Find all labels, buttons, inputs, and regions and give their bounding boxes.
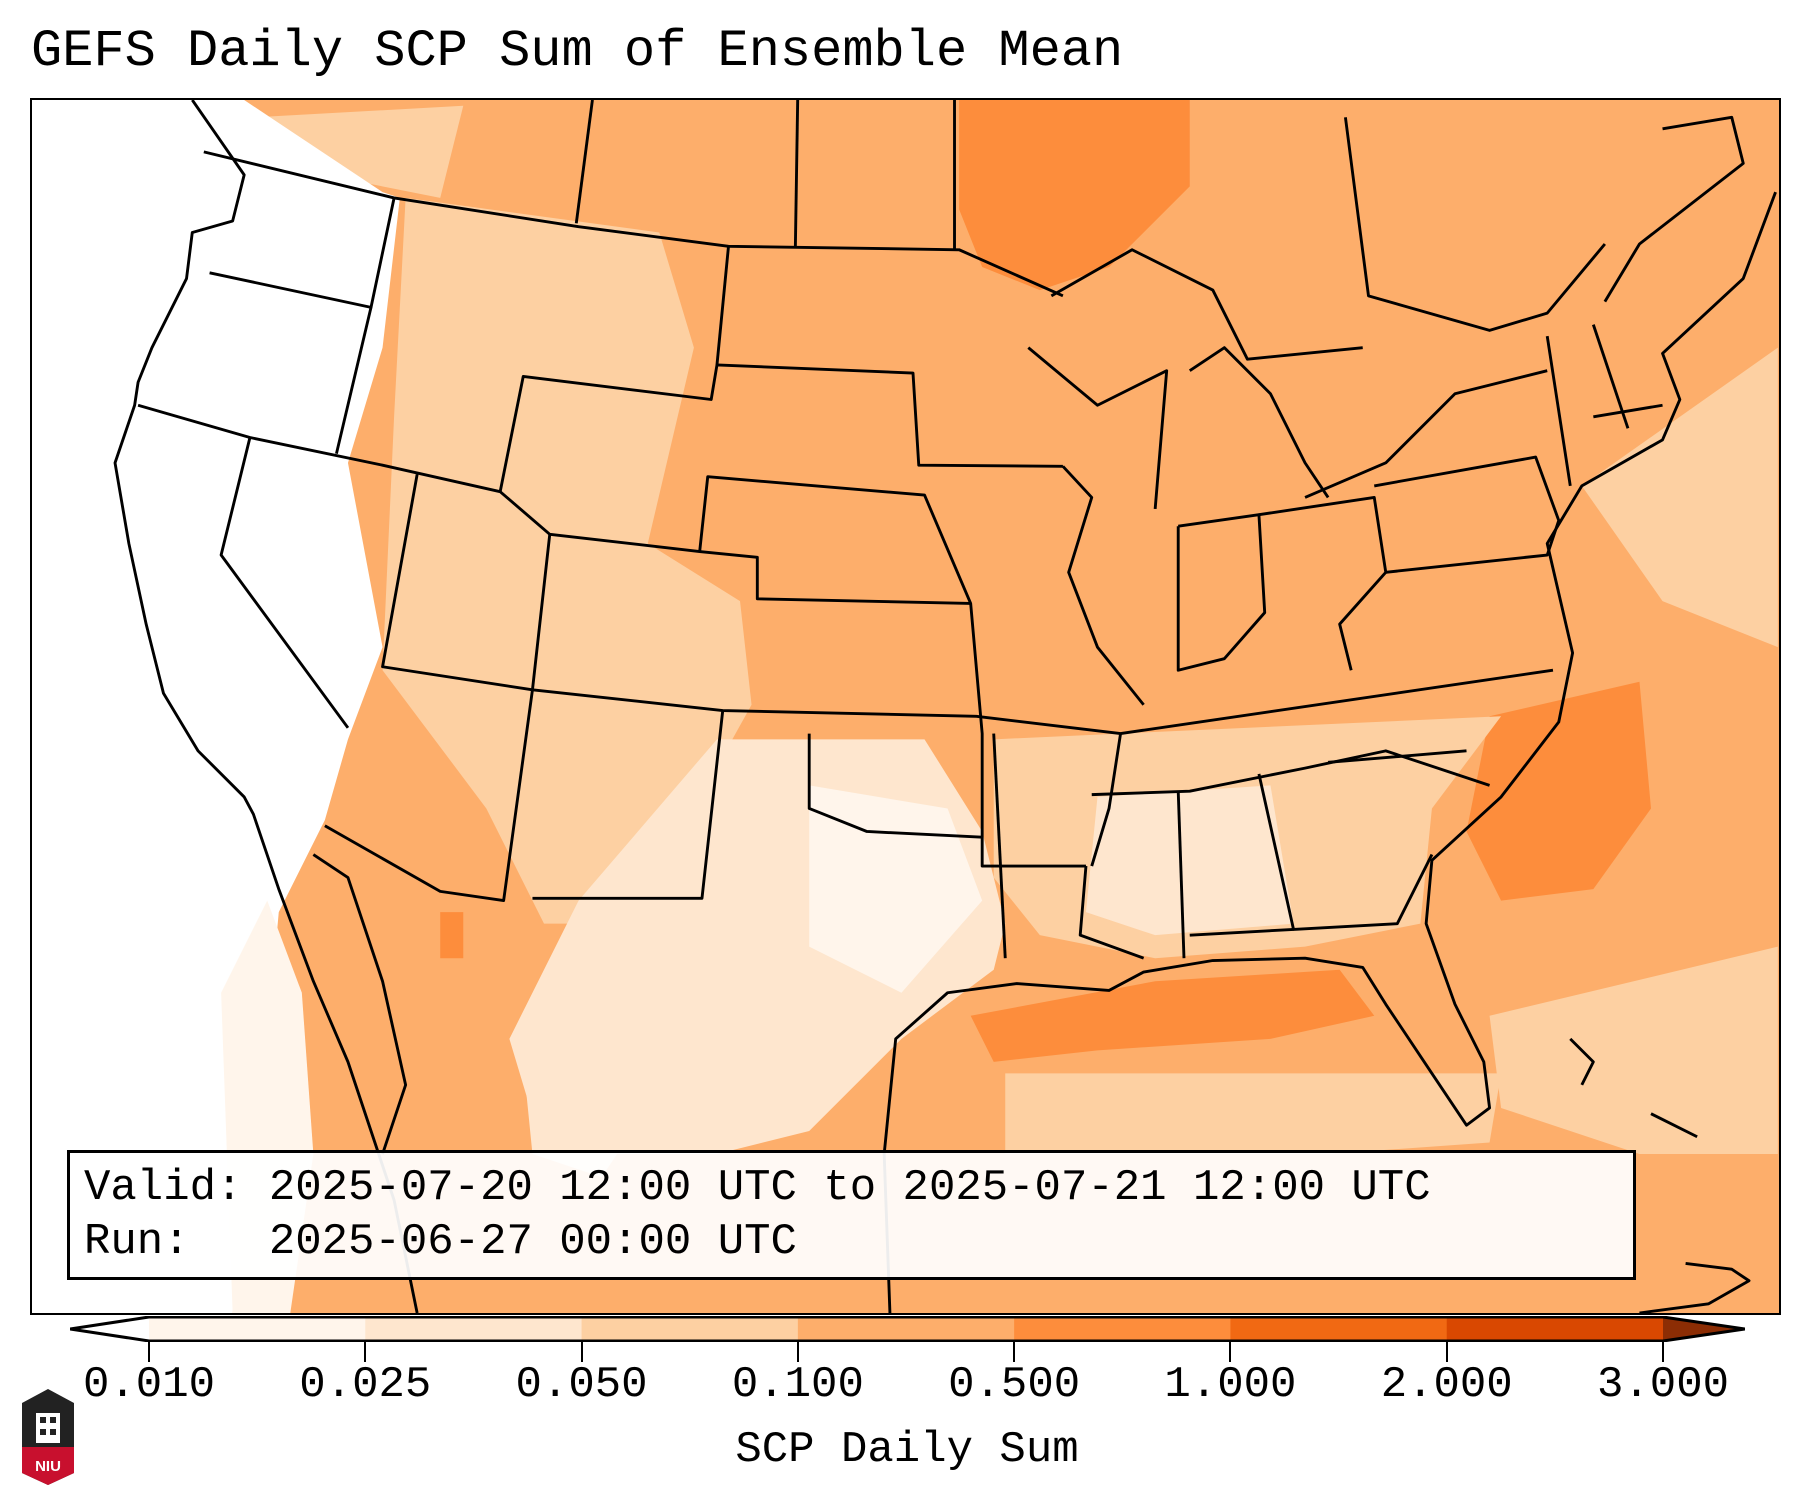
colorbar-bin bbox=[1230, 1317, 1448, 1341]
colorbar-tick-label: 2.000 bbox=[1380, 1360, 1513, 1410]
colorbar-tick-label: 0.050 bbox=[515, 1360, 648, 1410]
colorbar-bin bbox=[1014, 1317, 1231, 1341]
colorbar-tick-label: 0.025 bbox=[299, 1360, 432, 1410]
colorbar-tick-label: 3.000 bbox=[1596, 1360, 1730, 1410]
colorbar-tick bbox=[148, 1340, 150, 1362]
colorbar bbox=[70, 1316, 1745, 1342]
colorbar-tick bbox=[364, 1340, 367, 1362]
colorbar-tick bbox=[1662, 1340, 1664, 1362]
colorbar-tick-label: 1.000 bbox=[1164, 1360, 1297, 1410]
colorbar-bin bbox=[365, 1317, 583, 1341]
colorbar-tick-label: 0.500 bbox=[948, 1360, 1081, 1410]
colorbar-bin bbox=[149, 1317, 366, 1341]
svg-text:NIU: NIU bbox=[35, 1458, 61, 1475]
colorbar-bin bbox=[581, 1317, 799, 1341]
colorbar-bin bbox=[797, 1317, 1015, 1341]
scp-map bbox=[30, 98, 1781, 1315]
colorbar-label: SCP Daily Sum bbox=[735, 1425, 1079, 1475]
state-borders bbox=[137, 100, 1745, 960]
colorbar-bin bbox=[1446, 1317, 1664, 1341]
run-time-text: Run: 2025-06-27 00:00 UTC bbox=[84, 1217, 797, 1267]
colorbar-tick-label: 0.010 bbox=[82, 1360, 216, 1410]
colorbar-under-extension bbox=[70, 1317, 149, 1341]
colorbar-tick-label: 0.100 bbox=[731, 1360, 864, 1410]
niu-logo: NIU bbox=[22, 1389, 74, 1485]
valid-time-text: Valid: 2025-07-20 12:00 UTC to 2025-07-2… bbox=[84, 1163, 1431, 1213]
map-title: GEFS Daily SCP Sum of Ensemble Mean bbox=[31, 22, 1124, 81]
low-scp-regions bbox=[255, 105, 1778, 1155]
valid-run-info-box: Valid: 2025-07-20 12:00 UTC to 2025-07-2… bbox=[67, 1150, 1636, 1280]
colorbar-tick bbox=[580, 1340, 583, 1362]
pacific-zero-region bbox=[32, 100, 400, 1313]
high-scp-regions bbox=[440, 100, 1652, 1062]
colorbar-tick bbox=[796, 1340, 799, 1362]
map-canvas bbox=[32, 100, 1778, 1313]
coastlines bbox=[113, 100, 1777, 1313]
colorbar-tick bbox=[1445, 1340, 1448, 1362]
colorbar-over-extension bbox=[1663, 1317, 1745, 1341]
colorbar-tick bbox=[1013, 1340, 1016, 1362]
mexico-light bbox=[520, 1015, 648, 1178]
colorbar-tick bbox=[1229, 1340, 1232, 1362]
